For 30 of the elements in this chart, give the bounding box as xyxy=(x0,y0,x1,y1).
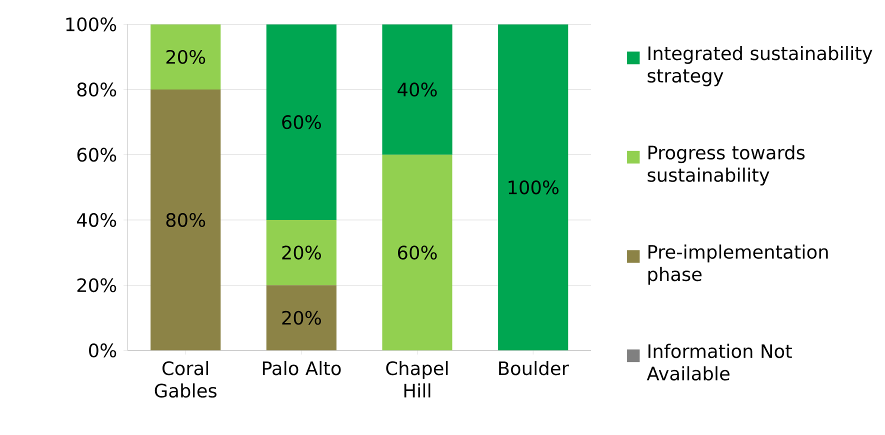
bar xyxy=(382,24,452,155)
y-tick-label: 0% xyxy=(89,343,116,358)
bar xyxy=(266,24,336,220)
y-tick-label: 60% xyxy=(77,148,116,162)
x-tick-label: Coral Gables xyxy=(154,360,216,398)
bar xyxy=(382,154,452,350)
legend-label: Integrated sustainability strategy xyxy=(648,46,872,86)
data-label: 20% xyxy=(166,50,206,64)
y-tick-label: 100% xyxy=(66,17,116,32)
bar xyxy=(266,285,336,350)
y-tick-label: 20% xyxy=(77,278,116,292)
data-label: 20% xyxy=(282,310,321,325)
legend-label: Information Not Available xyxy=(646,344,792,380)
data-label: 100% xyxy=(508,180,559,194)
y-tick-label: 80% xyxy=(77,82,116,96)
bar xyxy=(150,24,221,90)
data-label: 60% xyxy=(282,115,321,130)
bar xyxy=(498,24,568,350)
legend-label: Pre-implementation phase xyxy=(648,244,828,285)
x-tick-label: Chapel Hill xyxy=(386,360,448,398)
y-tick-label: 40% xyxy=(76,212,116,227)
bar xyxy=(150,90,221,350)
data-label: 20% xyxy=(282,246,321,260)
data-label: 40% xyxy=(398,82,437,96)
data-label: 60% xyxy=(398,246,437,260)
bar xyxy=(266,220,336,286)
data-label: 80% xyxy=(166,212,206,227)
x-tick-label: Palo Alto xyxy=(262,360,341,376)
legend-label: Progress towards sustainability xyxy=(648,145,805,186)
x-tick-label: Boulder xyxy=(499,360,569,376)
